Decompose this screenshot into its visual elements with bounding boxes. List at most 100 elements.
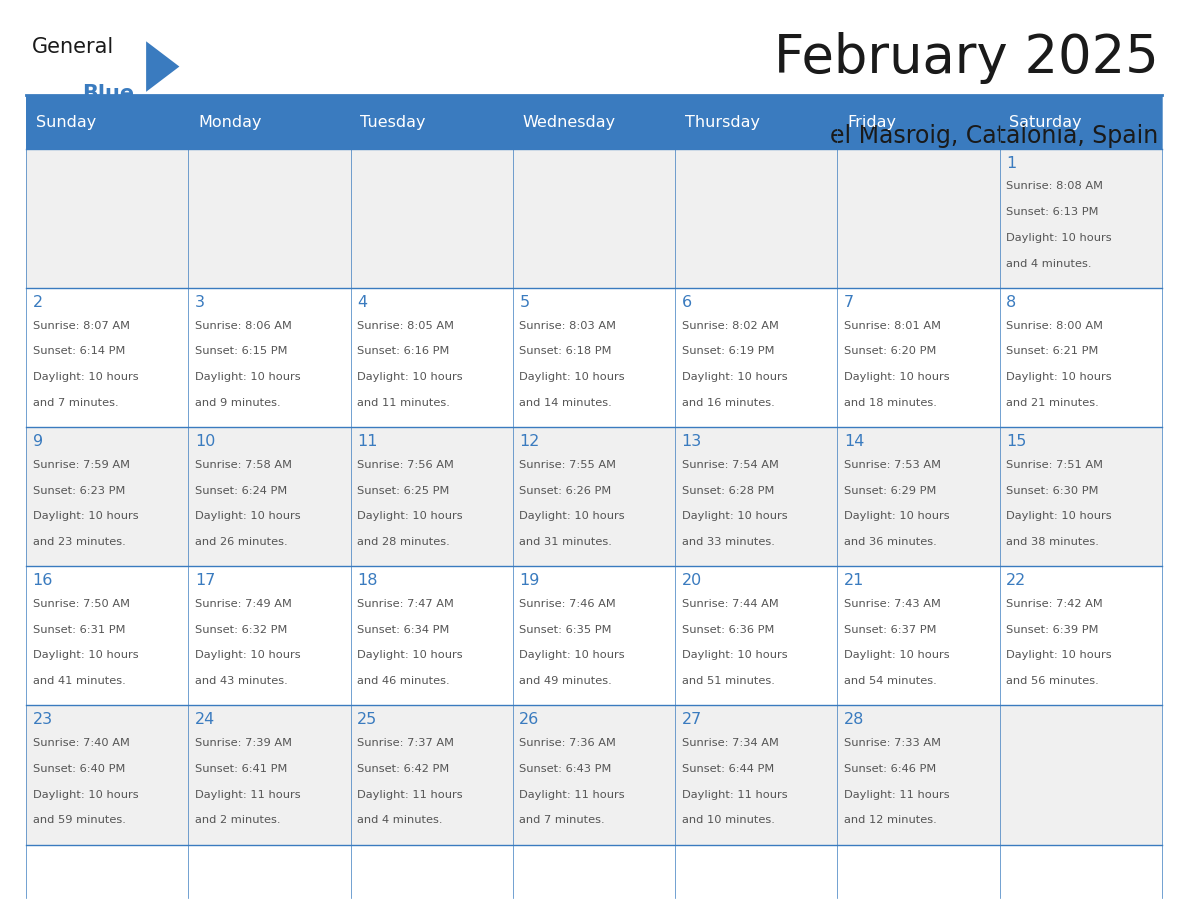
Text: Sunset: 6:29 PM: Sunset: 6:29 PM bbox=[843, 486, 936, 496]
Bar bbox=[350, 95, 513, 149]
Text: Daylight: 11 hours: Daylight: 11 hours bbox=[195, 789, 301, 800]
Text: 13: 13 bbox=[682, 434, 702, 449]
Text: 9: 9 bbox=[32, 434, 43, 449]
Bar bbox=[350, 705, 513, 845]
Text: Tuesday: Tuesday bbox=[360, 115, 425, 129]
Text: Sunrise: 7:44 AM: Sunrise: 7:44 AM bbox=[682, 599, 778, 609]
Text: Sunset: 6:37 PM: Sunset: 6:37 PM bbox=[843, 624, 936, 634]
Text: Sunrise: 7:40 AM: Sunrise: 7:40 AM bbox=[32, 738, 129, 748]
Bar bbox=[838, 149, 999, 288]
Text: 10: 10 bbox=[195, 434, 215, 449]
Text: Daylight: 10 hours: Daylight: 10 hours bbox=[358, 511, 463, 521]
Text: Sunset: 6:46 PM: Sunset: 6:46 PM bbox=[843, 764, 936, 774]
Text: Daylight: 10 hours: Daylight: 10 hours bbox=[843, 511, 949, 521]
Text: 19: 19 bbox=[519, 573, 539, 588]
Text: Wednesday: Wednesday bbox=[523, 115, 615, 129]
Text: and 49 minutes.: and 49 minutes. bbox=[519, 677, 612, 686]
Text: Daylight: 10 hours: Daylight: 10 hours bbox=[1006, 511, 1112, 521]
Text: and 12 minutes.: and 12 minutes. bbox=[843, 815, 936, 825]
Bar bbox=[26, 566, 189, 705]
Text: and 54 minutes.: and 54 minutes. bbox=[843, 677, 936, 686]
Text: Daylight: 10 hours: Daylight: 10 hours bbox=[1006, 651, 1112, 660]
Text: and 7 minutes.: and 7 minutes. bbox=[519, 815, 605, 825]
Bar bbox=[999, 95, 1162, 149]
Text: 1: 1 bbox=[1006, 156, 1017, 171]
Text: and 21 minutes.: and 21 minutes. bbox=[1006, 397, 1099, 408]
Bar bbox=[838, 566, 999, 705]
Text: Sunrise: 7:47 AM: Sunrise: 7:47 AM bbox=[358, 599, 454, 609]
Bar bbox=[26, 95, 189, 149]
Text: Sunrise: 8:02 AM: Sunrise: 8:02 AM bbox=[682, 320, 778, 330]
Text: Sunrise: 7:34 AM: Sunrise: 7:34 AM bbox=[682, 738, 778, 748]
Text: Sunset: 6:30 PM: Sunset: 6:30 PM bbox=[1006, 486, 1099, 496]
Text: Friday: Friday bbox=[847, 115, 896, 129]
Text: 2: 2 bbox=[32, 295, 43, 310]
Text: and 4 minutes.: and 4 minutes. bbox=[1006, 259, 1092, 269]
Text: and 31 minutes.: and 31 minutes. bbox=[519, 537, 612, 547]
Text: Sunset: 6:25 PM: Sunset: 6:25 PM bbox=[358, 486, 449, 496]
Text: and 59 minutes.: and 59 minutes. bbox=[32, 815, 126, 825]
Text: and 23 minutes.: and 23 minutes. bbox=[32, 537, 126, 547]
Text: Sunrise: 7:56 AM: Sunrise: 7:56 AM bbox=[358, 460, 454, 470]
Text: Sunrise: 7:39 AM: Sunrise: 7:39 AM bbox=[195, 738, 292, 748]
Text: and 4 minutes.: and 4 minutes. bbox=[358, 815, 443, 825]
Text: and 33 minutes.: and 33 minutes. bbox=[682, 537, 775, 547]
Text: Sunrise: 7:33 AM: Sunrise: 7:33 AM bbox=[843, 738, 941, 748]
Text: 7: 7 bbox=[843, 295, 854, 310]
Bar bbox=[675, 95, 838, 149]
Text: 5: 5 bbox=[519, 295, 530, 310]
Text: Daylight: 10 hours: Daylight: 10 hours bbox=[32, 511, 138, 521]
Text: Daylight: 10 hours: Daylight: 10 hours bbox=[682, 651, 788, 660]
Text: 8: 8 bbox=[1006, 295, 1017, 310]
Text: Sunrise: 7:59 AM: Sunrise: 7:59 AM bbox=[32, 460, 129, 470]
Text: 17: 17 bbox=[195, 573, 215, 588]
Text: Daylight: 10 hours: Daylight: 10 hours bbox=[195, 511, 301, 521]
Bar bbox=[999, 149, 1162, 288]
Text: Sunset: 6:15 PM: Sunset: 6:15 PM bbox=[195, 346, 287, 356]
Bar bbox=[838, 95, 999, 149]
Text: Sunrise: 7:36 AM: Sunrise: 7:36 AM bbox=[519, 738, 617, 748]
Bar bbox=[189, 95, 350, 149]
Bar bbox=[189, 566, 350, 705]
Text: Monday: Monday bbox=[198, 115, 261, 129]
Text: Sunrise: 7:58 AM: Sunrise: 7:58 AM bbox=[195, 460, 292, 470]
Text: Daylight: 10 hours: Daylight: 10 hours bbox=[358, 372, 463, 382]
Text: 6: 6 bbox=[682, 295, 691, 310]
Text: and 7 minutes.: and 7 minutes. bbox=[32, 397, 119, 408]
Text: 26: 26 bbox=[519, 712, 539, 727]
Text: Sunset: 6:18 PM: Sunset: 6:18 PM bbox=[519, 346, 612, 356]
Text: 27: 27 bbox=[682, 712, 702, 727]
Text: Sunset: 6:21 PM: Sunset: 6:21 PM bbox=[1006, 346, 1099, 356]
Text: and 36 minutes.: and 36 minutes. bbox=[843, 537, 936, 547]
Text: Sunset: 6:42 PM: Sunset: 6:42 PM bbox=[358, 764, 449, 774]
Bar bbox=[513, 288, 675, 427]
Text: Sunset: 6:39 PM: Sunset: 6:39 PM bbox=[1006, 624, 1099, 634]
Text: and 11 minutes.: and 11 minutes. bbox=[358, 397, 450, 408]
Text: Sunset: 6:41 PM: Sunset: 6:41 PM bbox=[195, 764, 287, 774]
Bar bbox=[675, 705, 838, 845]
Bar bbox=[675, 427, 838, 566]
Text: Sunrise: 7:37 AM: Sunrise: 7:37 AM bbox=[358, 738, 454, 748]
Text: and 51 minutes.: and 51 minutes. bbox=[682, 677, 775, 686]
Text: 23: 23 bbox=[32, 712, 52, 727]
Text: and 43 minutes.: and 43 minutes. bbox=[195, 677, 287, 686]
Bar bbox=[675, 566, 838, 705]
Text: Sunrise: 8:08 AM: Sunrise: 8:08 AM bbox=[1006, 182, 1104, 192]
Text: 14: 14 bbox=[843, 434, 864, 449]
Text: and 46 minutes.: and 46 minutes. bbox=[358, 677, 450, 686]
Text: 15: 15 bbox=[1006, 434, 1026, 449]
Text: 16: 16 bbox=[32, 573, 53, 588]
Text: Sunset: 6:13 PM: Sunset: 6:13 PM bbox=[1006, 207, 1099, 218]
Bar bbox=[189, 288, 350, 427]
Bar bbox=[350, 427, 513, 566]
Text: 28: 28 bbox=[843, 712, 864, 727]
Text: Daylight: 10 hours: Daylight: 10 hours bbox=[843, 651, 949, 660]
Text: Sunrise: 8:05 AM: Sunrise: 8:05 AM bbox=[358, 320, 454, 330]
Text: 24: 24 bbox=[195, 712, 215, 727]
Text: 11: 11 bbox=[358, 434, 378, 449]
Text: Daylight: 10 hours: Daylight: 10 hours bbox=[195, 372, 301, 382]
Bar bbox=[26, 288, 189, 427]
Text: Sunrise: 7:43 AM: Sunrise: 7:43 AM bbox=[843, 599, 941, 609]
Text: and 18 minutes.: and 18 minutes. bbox=[843, 397, 936, 408]
Text: 22: 22 bbox=[1006, 573, 1026, 588]
